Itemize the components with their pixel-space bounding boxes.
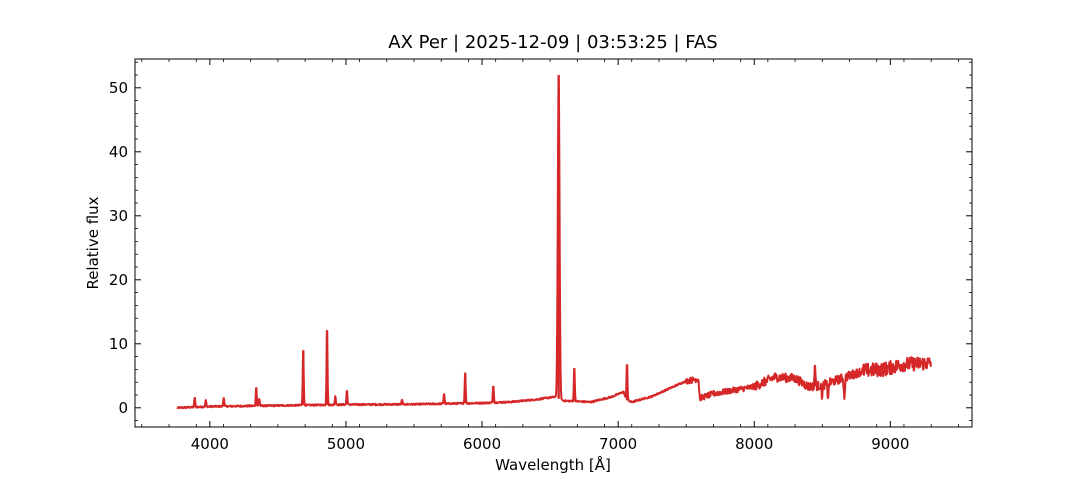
x-tick-label: 9000 (871, 435, 909, 453)
y-axis: 0 10 20 30 40 50 (109, 61, 972, 422)
x-axis: 4000 5000 6000 7000 8000 9000 (141, 59, 959, 453)
y-tick-label: 30 (109, 207, 128, 225)
y-tick-label: 50 (109, 79, 128, 97)
plot-frame (134, 58, 973, 428)
spectrum-line (176, 78, 932, 410)
plot-area (176, 75, 932, 410)
x-axis-label: Wavelength [Å] (495, 455, 611, 474)
x-tick-label: 8000 (735, 435, 773, 453)
y-axis-label: Relative flux (84, 196, 102, 289)
y-tick-label: 10 (109, 335, 128, 353)
chart-title: AX Per | 2025-12-09 | 03:53:25 | FAS (388, 32, 717, 53)
y-tick-label: 20 (109, 271, 128, 289)
y-tick-label: 0 (118, 399, 128, 417)
x-tick-label: 4000 (191, 435, 229, 453)
x-tick-label: 5000 (327, 435, 365, 453)
y-tick-label: 40 (109, 143, 128, 161)
x-tick-label: 6000 (463, 435, 501, 453)
x-tick-label: 7000 (599, 435, 637, 453)
